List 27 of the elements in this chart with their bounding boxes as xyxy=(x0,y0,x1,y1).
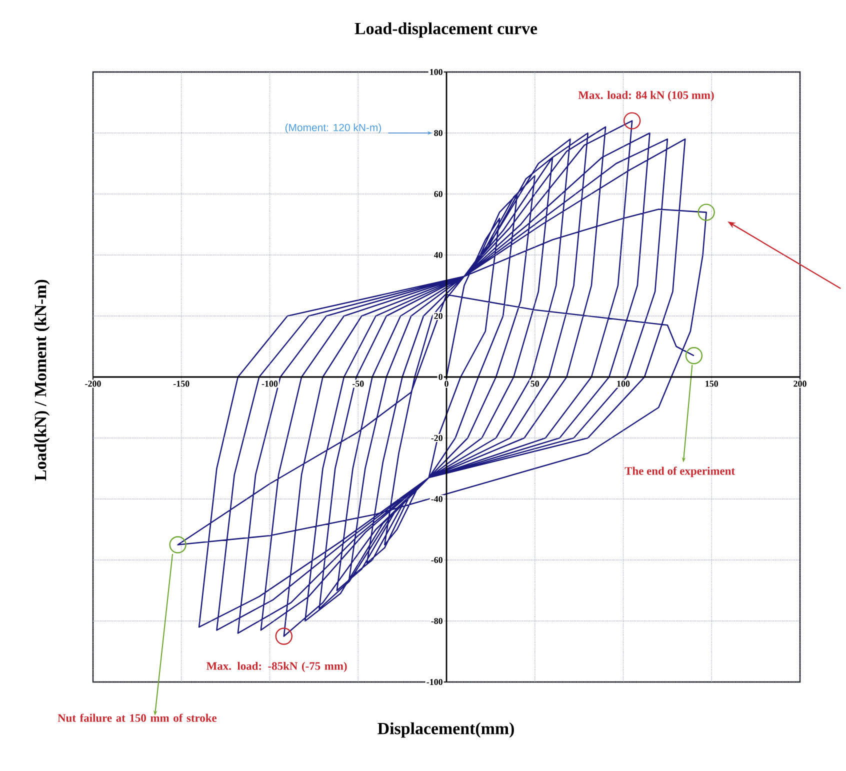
x-tick-label: -100 xyxy=(262,380,278,387)
y-tick-label: 100 xyxy=(430,68,442,76)
y-tick-label: -60 xyxy=(431,556,442,564)
x-tick-label: -200 xyxy=(85,380,101,387)
y-tick-label: 20 xyxy=(434,312,442,320)
x-tick-label: 0 xyxy=(444,380,448,387)
chart-title: Load-displacement curve xyxy=(354,22,538,38)
x-tick-label: 100 xyxy=(617,380,630,387)
y-tick-label: 0 xyxy=(438,374,442,380)
annotation: The end of experiment xyxy=(624,466,735,478)
annotation: Max. load: -85kN (-75 mm) xyxy=(206,662,347,672)
x-tick-label: 200 xyxy=(794,380,806,387)
y-tick-label: 40 xyxy=(434,252,442,258)
y-tick-label: -40 xyxy=(431,496,442,502)
text: Nut failure at 150 mm of stroke xyxy=(58,714,217,722)
x-tick-label: -150 xyxy=(173,380,190,387)
annotation: (Moment: 120 kN-m) xyxy=(285,124,382,134)
x-tick-label: -50 xyxy=(352,380,364,387)
y-tick-label: 60 xyxy=(434,190,442,198)
annotation: Max. load: 84 kN (105 mm) xyxy=(578,90,714,102)
y-axis-title: Load(kN) / Moment (kN-m) xyxy=(34,280,50,481)
x-tick-label: 150 xyxy=(706,380,718,387)
y-tick-label: -100 xyxy=(426,678,442,686)
x-axis-title: Displacement(mm) xyxy=(378,722,514,738)
y-tick-label: 80 xyxy=(434,130,442,136)
x-tick-label: 50 xyxy=(530,380,540,387)
y-tick-label: -80 xyxy=(431,618,442,624)
